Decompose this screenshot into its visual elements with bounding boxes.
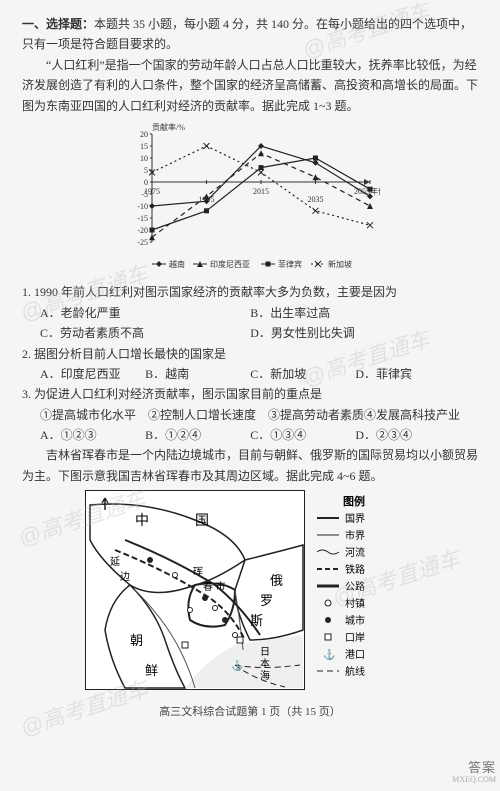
svg-text:朝: 朝	[130, 633, 143, 648]
corner-line2: MXEQ.COM	[452, 775, 496, 785]
svg-text:-25: -25	[137, 238, 148, 247]
svg-text:新加坡: 新加坡	[328, 259, 352, 269]
q1-stem: 1. 1990 年前人口红利对图示国家经济的贡献率大多为负数，主要是因为	[22, 282, 478, 302]
svg-text:珲: 珲	[193, 566, 203, 578]
svg-text:市界: 市界	[345, 529, 365, 542]
section-head-label: 一、选择题：	[22, 17, 94, 31]
svg-text:中: 中	[135, 513, 149, 529]
svg-text:日: 日	[260, 647, 270, 658]
contribution-chart: 贡献率/%-25-20-15-10-5051015201975199520152…	[22, 120, 478, 276]
q2-stem: 2. 据图分析目前人口增长最快的国家是	[22, 344, 478, 364]
q3-opt-d[interactable]: D．②③④	[355, 425, 460, 445]
svg-text:-20: -20	[137, 226, 148, 235]
svg-text:俄: 俄	[270, 573, 283, 588]
svg-text:延: 延	[110, 556, 120, 568]
q3-opt-c[interactable]: C．①③④	[250, 425, 355, 445]
section-heading: 一、选择题：本题共 35 小题，每小题 4 分，共 140 分。在每小题给出的四…	[22, 14, 478, 55]
svg-text:10: 10	[140, 154, 148, 163]
corner-badge: 答案 MXEQ.COM	[452, 760, 496, 785]
svg-text:-15: -15	[137, 214, 148, 223]
svg-text:铁路: 铁路	[345, 563, 365, 576]
svg-text:-10: -10	[137, 202, 148, 211]
svg-text:国: 国	[195, 514, 209, 529]
svg-text:菲律宾: 菲律宾	[278, 259, 302, 269]
svg-text:罗: 罗	[260, 593, 273, 608]
q1-opt-a[interactable]: A．老龄化严重	[40, 303, 250, 323]
svg-text:城市: 城市	[345, 614, 365, 627]
svg-text:图例: 图例	[343, 494, 365, 508]
svg-text:航线: 航线	[345, 665, 365, 678]
svg-text:2035: 2035	[308, 195, 324, 204]
svg-text:鲜: 鲜	[145, 663, 158, 678]
q3-stem: 3. 为促进人口红利对经济贡献率，图示国家目前的重点是	[22, 384, 478, 404]
svg-text:河流: 河流	[345, 546, 365, 559]
svg-text:1975: 1975	[144, 187, 160, 196]
page-footer: 高三文科综合试题第 1 页（共 15 页）	[22, 703, 478, 722]
passage-1: “人口红利”是指一个国家的劳动年龄人口占总人口比重较大，抚养率比较低，为经济发展…	[22, 55, 478, 116]
svg-text:国界: 国界	[345, 513, 365, 525]
q2-opt-d[interactable]: D．菲律宾	[355, 364, 460, 384]
svg-text:越南: 越南	[169, 259, 185, 269]
q3-opt-a[interactable]: A．①②③	[40, 425, 145, 445]
svg-text:5: 5	[144, 166, 148, 175]
svg-text:公路: 公路	[345, 580, 365, 593]
q2-opt-a[interactable]: A．印度尼西亚	[40, 364, 145, 384]
hunchun-map: ⚓ 中 国俄罗斯朝鲜 延边 珲春 市日本海 图例国界市界河流铁路公路村镇城市口岸 ⚓ 港口航线	[22, 490, 478, 696]
q1-options: A．老龄化严重 B．出生率过高 C．劳动者素质不高 D．男女性别比失调	[22, 303, 478, 344]
q1-opt-c[interactable]: C．劳动者素质不高	[40, 323, 250, 343]
svg-text:港口: 港口	[345, 649, 365, 661]
q2-options: A．印度尼西亚 B．越南 C．新加坡 D．菲律宾	[22, 364, 478, 384]
svg-text:2015: 2015	[253, 187, 269, 196]
svg-text:贡献率/%: 贡献率/%	[152, 122, 185, 132]
svg-text:印度尼西亚: 印度尼西亚	[210, 259, 250, 269]
svg-text:⚓: ⚓	[231, 659, 243, 672]
q1-opt-d[interactable]: D．男女性别比失调	[250, 323, 460, 343]
corner-line1: 答案	[452, 760, 496, 776]
q3-items: ①提高城市化水平 ②控制人口增长速度 ③提高劳动者素质④发展高科技产业	[22, 405, 478, 425]
svg-text:口岸: 口岸	[345, 632, 365, 644]
svg-text:0: 0	[144, 178, 148, 187]
q3-options: A．①②③ B．①②④ C．①③④ D．②③④	[22, 425, 478, 445]
svg-text:海: 海	[260, 669, 270, 682]
svg-text:春 市: 春 市	[203, 580, 226, 593]
svg-text:20: 20	[140, 130, 148, 139]
svg-text:本: 本	[260, 657, 270, 670]
q1-opt-b[interactable]: B．出生率过高	[250, 303, 460, 323]
q3-opt-b[interactable]: B．①②④	[145, 425, 250, 445]
svg-text:⚓: ⚓	[323, 648, 335, 661]
svg-text:边: 边	[120, 571, 130, 583]
q2-opt-b[interactable]: B．越南	[145, 364, 250, 384]
svg-text:斯: 斯	[250, 613, 263, 628]
q2-opt-c[interactable]: C．新加坡	[250, 364, 355, 384]
svg-text:15: 15	[140, 142, 148, 151]
svg-text:村镇: 村镇	[345, 597, 365, 610]
passage-2: 吉林省珲春市是一个内陆边境城市，目前与朝鲜、俄罗斯的国际贸易均以小额贸易为主。下…	[22, 445, 478, 486]
